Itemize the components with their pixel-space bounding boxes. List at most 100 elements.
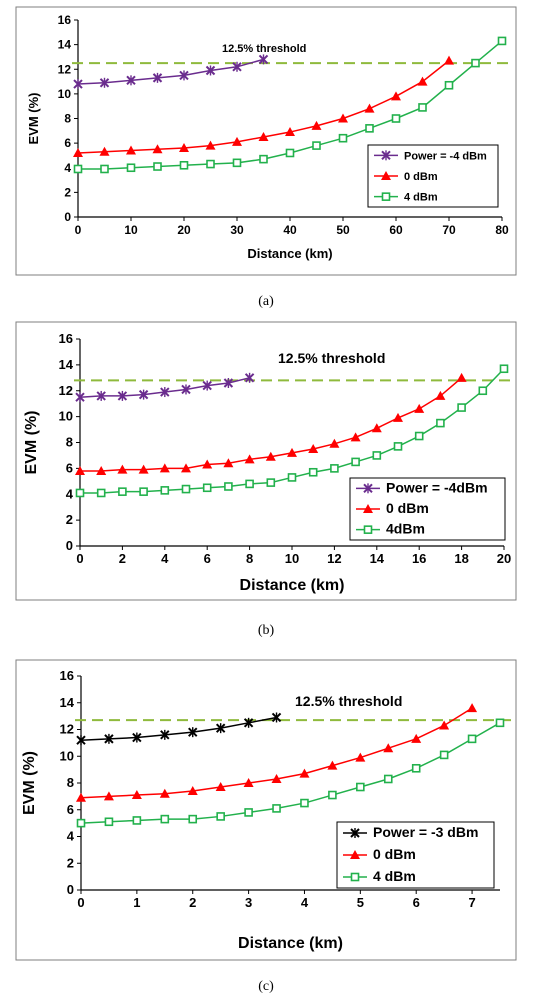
y-tick-label: 16 bbox=[60, 668, 74, 683]
x-tick-label: 80 bbox=[495, 223, 509, 237]
x-tick-label: 50 bbox=[336, 223, 350, 237]
x-axis-title: Distance (km) bbox=[238, 935, 343, 952]
data-point bbox=[205, 65, 216, 76]
legend-marker bbox=[381, 171, 391, 180]
x-tick-label: 1 bbox=[133, 895, 140, 910]
data-point bbox=[104, 817, 114, 827]
data-point bbox=[258, 54, 269, 65]
x-tick-label: 14 bbox=[370, 551, 385, 566]
x-tick-label: 2 bbox=[119, 551, 126, 566]
y-tick-label: 12 bbox=[58, 62, 72, 76]
legend-marker bbox=[363, 525, 373, 534]
data-point bbox=[73, 164, 83, 174]
panel-caption: (a) bbox=[258, 294, 274, 309]
data-point bbox=[444, 55, 454, 65]
x-tick-label: 10 bbox=[285, 551, 299, 566]
y-tick-label: 6 bbox=[66, 460, 73, 475]
x-tick-label: 60 bbox=[389, 223, 403, 237]
data-point bbox=[350, 432, 361, 442]
x-tick-label: 4 bbox=[161, 551, 169, 566]
data-point bbox=[285, 148, 295, 158]
data-point bbox=[126, 75, 136, 86]
legend: Power = -4 dBm 0 dBm 4 dBm bbox=[367, 144, 499, 208]
x-tick-label: 2 bbox=[189, 895, 196, 910]
data-point bbox=[202, 380, 212, 391]
data-point bbox=[160, 729, 170, 740]
data-point bbox=[471, 58, 480, 68]
data-point bbox=[118, 487, 127, 496]
data-point bbox=[181, 384, 191, 395]
data-point bbox=[153, 162, 162, 171]
x-axis-title: Distance (km) bbox=[240, 577, 345, 594]
legend-entry: 4 dBm bbox=[343, 868, 416, 884]
legend-entry: 0 dBm bbox=[374, 171, 438, 183]
data-point bbox=[216, 812, 225, 821]
data-point bbox=[205, 140, 216, 150]
y-tick-label: 6 bbox=[67, 802, 74, 817]
series-1 bbox=[75, 372, 255, 403]
data-point bbox=[272, 804, 281, 813]
data-point bbox=[266, 478, 276, 487]
data-point bbox=[179, 160, 189, 170]
data-point bbox=[393, 412, 403, 422]
data-point bbox=[300, 798, 309, 808]
x-tick-label: 70 bbox=[442, 223, 456, 237]
data-point bbox=[243, 717, 254, 728]
x-axis-title: Distance (km) bbox=[247, 246, 332, 261]
series-3 bbox=[75, 364, 509, 498]
data-point bbox=[271, 773, 282, 783]
x-tick-label: 10 bbox=[124, 223, 138, 237]
y-tick-label: 0 bbox=[66, 538, 73, 553]
y-tick-label: 4 bbox=[67, 829, 75, 844]
legend-label: Power = -4dBm bbox=[386, 479, 488, 495]
x-tick-label: 16 bbox=[412, 551, 426, 566]
data-point bbox=[417, 76, 428, 86]
legend-entry: Power = -3 dBm bbox=[343, 824, 478, 840]
data-point bbox=[328, 790, 337, 800]
y-tick-label: 2 bbox=[67, 855, 74, 870]
x-tick-label: 8 bbox=[246, 551, 253, 566]
y-tick-label: 12 bbox=[60, 722, 74, 737]
data-point bbox=[96, 390, 106, 401]
legend-entry: 4dBm bbox=[356, 521, 425, 537]
data-point bbox=[75, 488, 85, 498]
data-point bbox=[99, 146, 110, 156]
data-point bbox=[187, 786, 198, 796]
chart-frame bbox=[15, 6, 517, 276]
legend-entry: Power = -4 dBm bbox=[374, 150, 487, 162]
y-tick-label: 14 bbox=[59, 357, 74, 372]
legend-marker bbox=[381, 150, 391, 161]
y-tick-label: 10 bbox=[60, 748, 74, 763]
series-2 bbox=[73, 55, 454, 157]
data-point bbox=[467, 734, 477, 744]
data-point bbox=[244, 454, 255, 464]
data-point bbox=[181, 463, 191, 473]
y-tick-label: 14 bbox=[60, 695, 75, 710]
data-point bbox=[76, 735, 86, 746]
data-point bbox=[181, 484, 191, 494]
data-point bbox=[100, 164, 109, 174]
data-point bbox=[414, 431, 424, 441]
data-point bbox=[117, 390, 128, 401]
data-point bbox=[224, 482, 233, 491]
data-point bbox=[439, 720, 450, 730]
series-1 bbox=[73, 54, 269, 90]
y-tick-label: 4 bbox=[64, 161, 71, 175]
y-tick-label: 8 bbox=[64, 112, 71, 126]
data-point bbox=[131, 790, 142, 800]
data-point bbox=[391, 91, 401, 101]
data-point bbox=[159, 788, 170, 798]
series-3 bbox=[73, 36, 507, 174]
data-point bbox=[457, 403, 466, 412]
data-point bbox=[411, 733, 422, 743]
data-point bbox=[244, 372, 255, 383]
series-3 bbox=[76, 718, 505, 828]
legend-entry: Power = -4dBm bbox=[356, 479, 488, 495]
y-axis-title: EVM (%) bbox=[23, 411, 40, 475]
data-point bbox=[338, 113, 348, 123]
panel-caption: (c) bbox=[258, 979, 274, 994]
legend-label: 4 dBm bbox=[373, 868, 416, 884]
legend-label: 4dBm bbox=[386, 521, 425, 537]
data-point bbox=[271, 712, 282, 723]
